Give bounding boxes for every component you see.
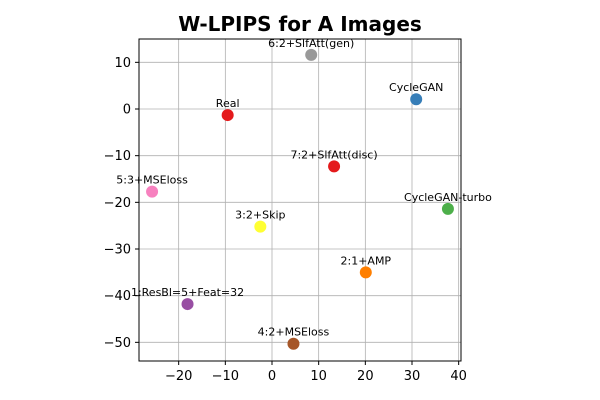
y-tick-label-1: 0 <box>123 103 131 118</box>
point-label-6: 3:2+Skip <box>235 209 285 222</box>
point-label-5: CycleGAN-turbo <box>404 191 492 204</box>
points-layer <box>146 48 454 350</box>
data-point-2 <box>221 109 234 122</box>
y-tick-label-4: −30 <box>104 243 131 258</box>
point-label-1: CycleGAN <box>389 81 443 94</box>
data-point-7 <box>359 266 372 279</box>
x-tick-label-5: 30 <box>404 369 421 384</box>
axes-layer: −20 −10 0 10 20 30 40 10 0 −10 −20 −30 −40 −50 <box>104 38 467 384</box>
y-tick-label-6: −50 <box>104 336 131 351</box>
data-point-5 <box>441 202 454 215</box>
point-label-0: 6:2+SlfAtt(gen) <box>268 37 354 50</box>
point-label-8: 1:ResBl=5+Feat=32 <box>131 286 244 299</box>
y-tick-label-0: 10 <box>114 56 131 71</box>
chart-title: W-LPIPS for A Images <box>178 12 422 36</box>
x-tick-label-1: −10 <box>212 369 239 384</box>
point-label-9: 4:2+MSEloss <box>258 326 330 339</box>
x-tick-label-6: 40 <box>450 369 467 384</box>
data-point-1 <box>410 93 423 106</box>
y-tick-label-3: −20 <box>104 196 131 211</box>
data-point-4 <box>146 185 159 198</box>
x-tick-label-3: 10 <box>310 369 327 384</box>
x-tick-label-4: 20 <box>357 369 374 384</box>
grid-layer <box>139 39 461 361</box>
data-point-8 <box>181 298 194 311</box>
data-point-6 <box>254 220 267 233</box>
labels-layer: 6:2+SlfAtt(gen) CycleGAN Real 7:2+SlfAtt(di… <box>116 37 492 339</box>
data-point-0 <box>305 48 318 61</box>
point-label-3: 7:2+SlfAtt(disc) <box>290 148 377 161</box>
x-tick-label-2: 0 <box>268 369 276 384</box>
x-tick-label-0: −20 <box>165 369 192 384</box>
plot-frame <box>138 38 462 362</box>
point-label-2: Real <box>216 97 240 110</box>
point-label-7: 2:1+AMP <box>341 254 392 267</box>
point-label-4: 5:3+MSEloss <box>116 174 188 187</box>
data-point-9 <box>287 337 300 350</box>
data-point-3 <box>328 160 341 173</box>
y-tick-label-2: −10 <box>104 149 131 164</box>
y-tick-label-5: −40 <box>104 289 131 304</box>
